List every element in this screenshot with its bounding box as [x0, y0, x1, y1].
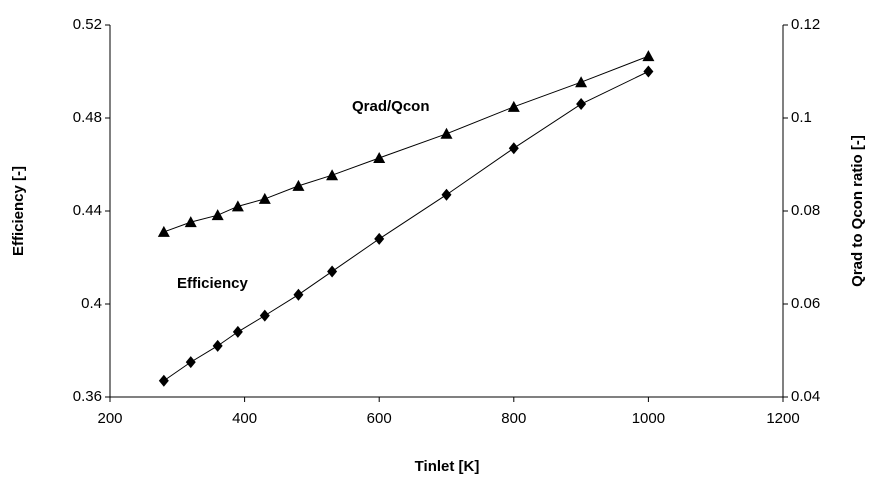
marker [374, 232, 385, 245]
y2-tick-label: 0.04 [791, 388, 820, 405]
marker [212, 339, 223, 352]
y-tick-label: 0.52 [73, 16, 102, 33]
series-label: Qrad/Qcon [352, 98, 430, 115]
marker [185, 356, 196, 369]
series-label: Efficiency [177, 275, 249, 292]
y-tick-label: 0.4 [81, 295, 102, 312]
marker [157, 225, 170, 237]
y-tick-label: 0.44 [73, 202, 102, 219]
marker [211, 209, 224, 221]
x-tick-label: 400 [232, 410, 257, 427]
y-tick-label: 0.36 [73, 388, 102, 405]
marker [258, 192, 271, 204]
marker [259, 309, 270, 322]
marker [327, 265, 338, 278]
series-line [163, 55, 649, 233]
marker [293, 288, 304, 301]
marker [440, 127, 453, 139]
marker [576, 98, 587, 111]
x-tick-label: 600 [367, 410, 392, 427]
marker [231, 200, 244, 212]
x-tick-label: 1000 [632, 410, 665, 427]
marker [326, 169, 339, 181]
x-axis-title: Tinlet [K] [415, 458, 480, 475]
marker [184, 216, 197, 228]
y-tick-label: 0.48 [73, 109, 102, 126]
marker [507, 100, 520, 112]
marker [643, 65, 654, 78]
marker [158, 374, 169, 387]
marker [232, 325, 243, 338]
marker [642, 50, 655, 62]
marker [373, 151, 386, 163]
series-line [163, 71, 649, 382]
x-tick-label: 800 [501, 410, 526, 427]
x-tick-label: 200 [97, 410, 122, 427]
y-axis-title: Efficiency [-] [10, 166, 27, 256]
marker [508, 142, 519, 155]
y2-tick-label: 0.06 [791, 295, 820, 312]
marker [575, 76, 588, 88]
y2-axis-title: Qrad to Qcon ratio [-] [849, 135, 866, 287]
marker [441, 188, 452, 201]
y2-tick-label: 0.08 [791, 202, 820, 219]
marker [292, 179, 305, 191]
x-tick-label: 1200 [766, 410, 799, 427]
y2-tick-label: 0.1 [791, 109, 812, 126]
y2-tick-label: 0.12 [791, 16, 820, 33]
